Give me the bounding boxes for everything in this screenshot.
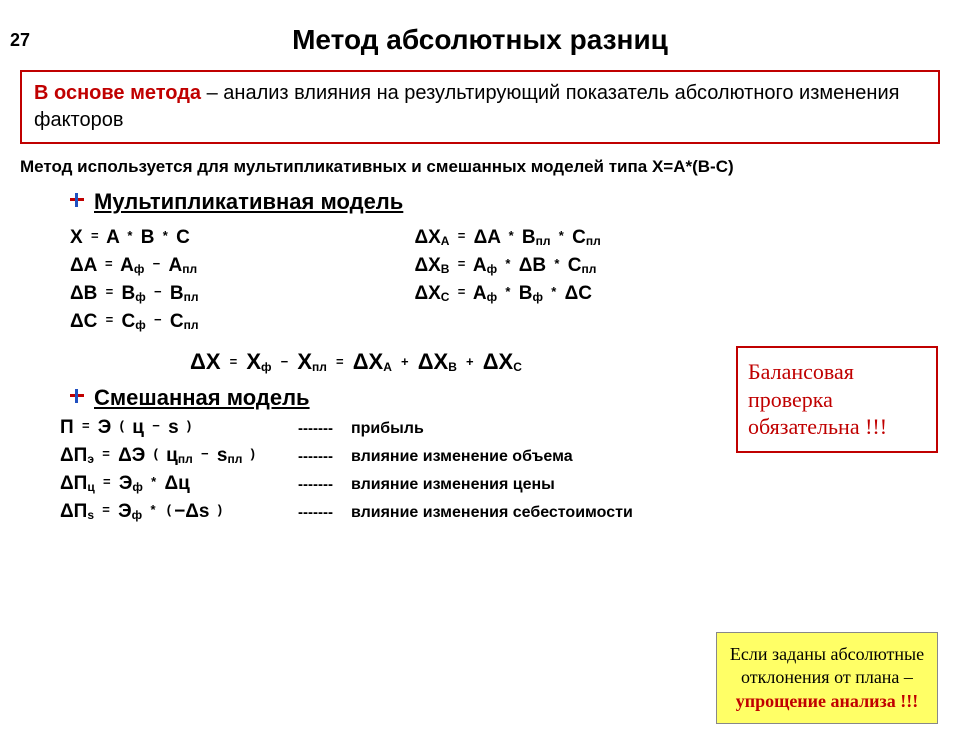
simplification-box: Если заданы абсолютные отклонения от пла… xyxy=(716,632,938,724)
page-number: 27 xyxy=(10,30,30,51)
formula-delta-c: ΔC = Cф − Cпл xyxy=(70,311,400,333)
formula-dx-a: ΔXA = ΔA * Bпл * Cпл xyxy=(414,227,734,249)
formula-x: X = A * B * C xyxy=(70,227,400,249)
formula-dp-e: ΔПэ = ΔЭ ( цпл − sпл ) xyxy=(60,445,280,467)
mult-left-column: X = A * B * C ΔA = Aф − Aпл ΔB = Bф − Bп… xyxy=(70,221,400,339)
label-cost: влияние изменения себестоимости xyxy=(351,504,633,522)
dashes: ------- xyxy=(298,476,333,493)
slide-title: Метод абсолютных разниц xyxy=(0,24,960,56)
label-price: влияние изменения цены xyxy=(351,476,555,494)
usage-note: Метод используется для мультипликативных… xyxy=(20,156,940,179)
balance-check-box: Балансовая проверка обязательна !!! xyxy=(736,346,938,453)
formula-dx-b: ΔXB = Aф * ΔB * Cпл xyxy=(414,255,734,277)
mixed-row-price: ΔПц = Эф * Δц ------- влияние изменения … xyxy=(60,473,960,495)
bullet-icon xyxy=(70,391,84,405)
label-profit: прибыль xyxy=(351,420,424,438)
bullet-icon xyxy=(70,195,84,209)
mixed-row-cost: ΔПs = Эф * (−Δs ) ------- влияние измене… xyxy=(60,501,960,523)
section-multiplicative: Мультипликативная модель xyxy=(70,189,960,215)
formula-delta-a: ΔA = Aф − Aпл xyxy=(70,255,400,277)
dashes: ------- xyxy=(298,448,333,465)
formula-dp-ts: ΔПц = Эф * Δц xyxy=(60,473,280,495)
formula-delta-b: ΔB = Bф − Bпл xyxy=(70,283,400,305)
formula-profit: П = Э ( ц − s ) xyxy=(60,417,280,439)
dashes: ------- xyxy=(298,504,333,521)
dashes: ------- xyxy=(298,420,333,437)
section2-label: Смешанная модель xyxy=(94,385,310,411)
mult-right-column: ΔXA = ΔA * Bпл * Cпл ΔXB = Aф * ΔB * Cпл… xyxy=(414,221,734,311)
formula-dx-c: ΔXC = Aф * Bф * ΔC xyxy=(414,283,734,305)
basis-emph: В основе метода xyxy=(34,82,201,104)
label-volume: влияние изменение объема xyxy=(351,448,573,466)
formula-dp-s: ΔПs = Эф * (−Δs ) xyxy=(60,501,280,523)
yellow-line1: Если заданы абсолютные отклонения от пла… xyxy=(730,644,924,687)
section1-label: Мультипликативная модель xyxy=(94,189,403,215)
yellow-line2: упрощение анализа !!! xyxy=(736,691,919,711)
method-basis-box: В основе метода – анализ влияния на резу… xyxy=(20,70,940,144)
